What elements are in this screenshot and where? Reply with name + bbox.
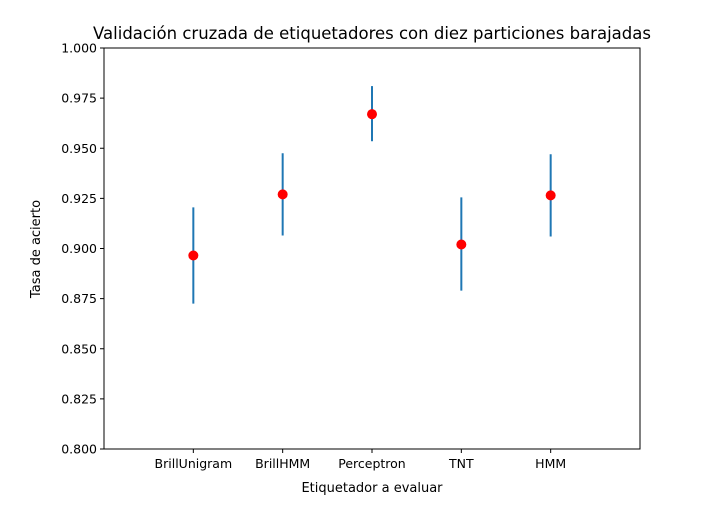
- y-axis: 0.800 0.825 0.850 0.875 0.900 0.925 0.950 0.975…: [61, 41, 104, 457]
- data-point: [367, 109, 377, 120]
- x-axis-label: Etiquetador a evaluar: [301, 481, 443, 496]
- y-tick-label: 1.000: [61, 41, 97, 56]
- y-tick-label: 0.975: [61, 91, 97, 106]
- y-tick-label: 0.825: [61, 391, 97, 406]
- x-tick-label: TNT: [448, 456, 474, 471]
- data-point: [545, 190, 556, 201]
- y-tick-label: 0.925: [61, 191, 97, 206]
- y-tick-label: 0.800: [61, 442, 97, 457]
- x-axis: BrillUnigram BrillHMM Perceptron TNT HMM: [155, 449, 566, 471]
- y-axis-label: Tasa de acierto: [29, 200, 44, 299]
- x-tick-label: BrillUnigram: [155, 456, 233, 471]
- y-tick-label: 0.950: [61, 141, 97, 156]
- data-point: [456, 239, 467, 250]
- chart-title: Validación cruzada de etiquetadores con …: [93, 24, 651, 43]
- data-point: [188, 250, 199, 261]
- y-tick-label: 0.850: [61, 341, 97, 356]
- y-tick-label: 0.900: [61, 241, 97, 256]
- y-tick-label: 0.875: [61, 291, 97, 306]
- x-tick-label: Perceptron: [338, 456, 405, 471]
- data-point: [277, 189, 288, 200]
- x-tick-label: BrillHMM: [255, 456, 310, 471]
- data-marks: [188, 86, 556, 304]
- x-tick-label: HMM: [535, 456, 566, 471]
